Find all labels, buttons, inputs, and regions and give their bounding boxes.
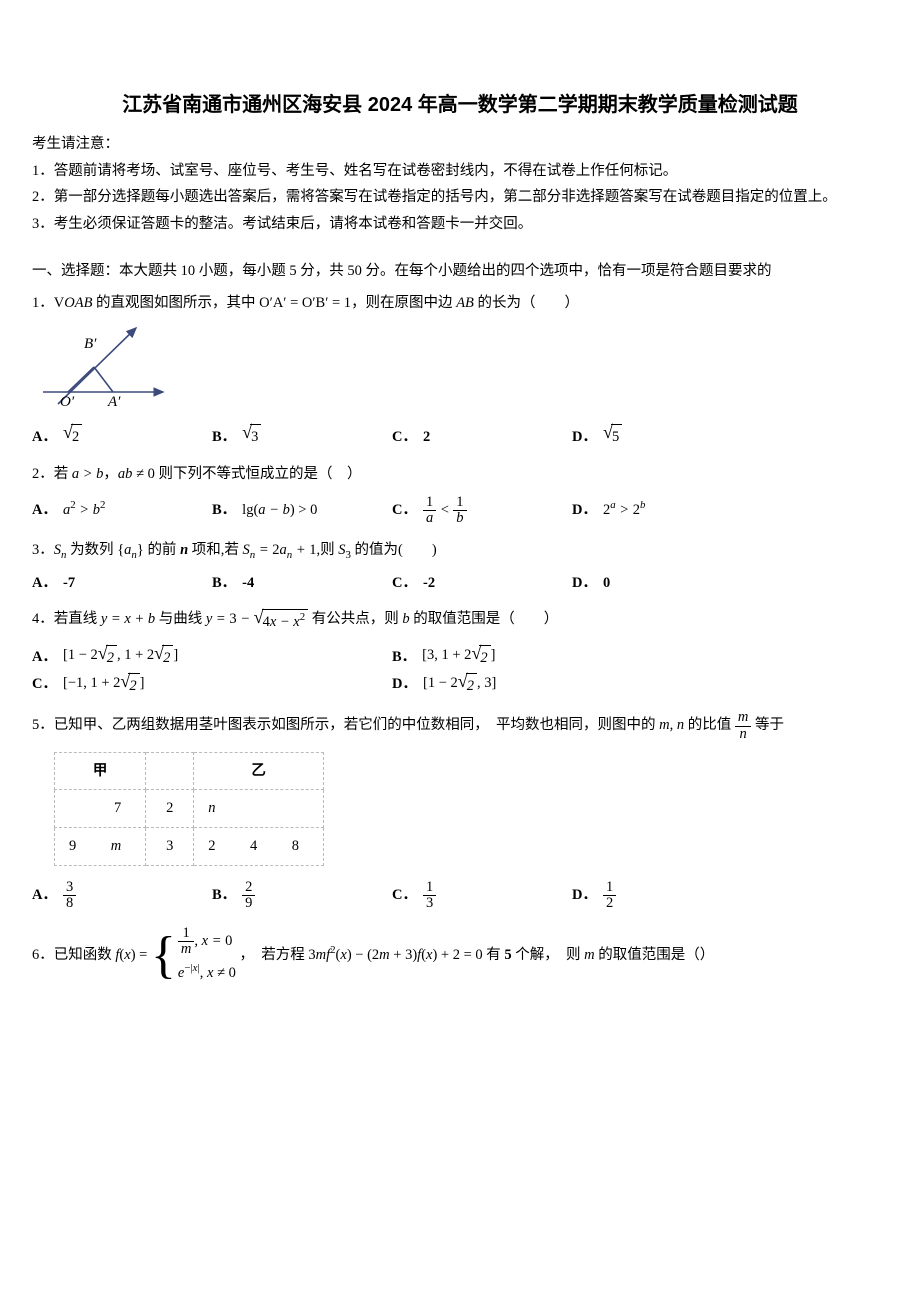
q2-opt-b: B．lg(a − b) > 0 [212,495,392,526]
q3-options: A．-7 B．-4 C．-2 D．0 [32,571,888,596]
svg-text:O′: O′ [60,394,75,408]
stemleaf-head-right: 乙 [194,752,324,790]
q5-ratio: mn [735,710,751,741]
q3-opt-b: B．-4 [212,571,392,596]
q1-mid1: 的直观图如图所示，其中 [92,295,259,311]
exam-title: 江苏省南通市通州区海安县 2024 年高一数学第二学期期末教学质量检测试题 [32,88,888,122]
q5-options: A．38 B．29 C．13 D．12 [32,880,888,911]
svg-text:A′: A′ [107,394,121,408]
q1-oab: OAB [64,295,92,311]
q3-sn: Sn [54,542,67,558]
q2-pre: 2．若 [32,466,72,482]
q6-t4: 的取值范围是（） [595,947,715,963]
q3-t3: 项和,若 [188,542,242,558]
q2-opt-a: A．a2 > b2 [32,495,212,526]
q6-fx: f(x) = [115,947,151,963]
q3-eq: Sn = 2an + 1 [243,542,317,558]
q3-t1: 为数列 [66,542,117,558]
section-1-header: 一、选择题：本大题共 10 小题，每小题 5 分，共 50 分。在每个小题给出的… [32,259,888,284]
q4-t2: 有公共点，则 [308,611,402,627]
q3-opt-c: C．-2 [392,571,572,596]
q2-sep: ， [103,466,118,482]
stem-leaf-table: 甲 乙 7 2 n 9 m 3 2 4 8 [54,752,324,866]
q2-opt-c: C． 1a < 1b [392,495,572,526]
q4-opt-a: A．[1 − 2√2, 1 + 2√2] [32,643,392,671]
question-4: 4．若直线 y = x + b 与曲线 y = 3 − √4x − x2 有公共… [32,607,888,635]
q1-eq: O′A′ = O′B′ = 1 [259,295,351,311]
q5-t2: 等于 [751,717,784,733]
question-5: 5．已知甲、乙两组数据用茎叶图表示如图所示，若它们的中位数相同， 平均数也相同，… [32,710,888,741]
notice-1: 1．答题前请将考场、试室号、座位号、考生号、姓名写在试卷密封线内，不得在试卷上作… [32,159,888,184]
q3-s3: S3 [338,542,351,558]
q1-figure: B′ O′ A′ [38,322,888,417]
q4-line: y = x + b [101,611,155,627]
q5-opt-a: A．38 [32,880,212,911]
stemleaf-head-stem [146,752,194,790]
q1-opt-c: C．2 [392,424,572,450]
q4-t3: 的取值范围是（ ） [410,611,559,627]
q5-t1: 的比值 [684,717,735,733]
q6-five: 5 [504,947,511,963]
q3-t4: ,则 [316,542,338,558]
question-1: 1．VOAB 的直观图如图所示，其中 O′A′ = O′B′ = 1，则在原图中… [32,291,888,316]
q4-curve: y = 3 − √4x − x2 [206,611,308,627]
q3-t2: 的前 [144,542,180,558]
q6-eq: 3mf2(x) − (2m + 3)f(x) + 2 = 0 [308,947,482,963]
q4-b: b [402,611,409,627]
q1-options: A．√2 B．√3 C．2 D．√5 [32,424,888,450]
q5-pre: 5．已知甲、乙两组数据用茎叶图表示如图所示，若它们的中位数相同， 平均数也相同，… [32,717,659,733]
notice-header: 考生请注意： [32,132,888,157]
q5-opt-d: D．12 [572,880,752,911]
question-6: 6．已知函数 f(x) = { 1m, x = 0 e−|x|, x ≠ 0 ，… [32,923,888,988]
question-2: 2．若 a > b，ab ≠ 0 则下列不等式恒成立的是（ ） [32,462,888,487]
q3-seq: {an} [117,542,144,558]
q3-n: n [180,542,188,558]
stemleaf-row-1: 7 2 n [55,790,324,828]
q3-pre: 3． [32,542,54,558]
stemleaf-row-2: 9 m 3 2 4 8 [55,828,324,866]
q5-mn: m, n [659,717,684,733]
q6-t1: ， 若方程 [239,947,308,963]
q1-opt-a: A．√2 [32,424,212,450]
notice-2: 2．第一部分选择题每小题选出答案后，需将答案写在试卷指定的括号内，第二部分非选择… [32,185,888,210]
q1-ab: AB [456,295,474,311]
svg-text:B′: B′ [84,336,97,352]
q6-t2: 有 [483,947,505,963]
stemleaf-head-left: 甲 [55,752,146,790]
q2-opt-d: D．2a > 2b [572,495,752,526]
notice-3: 3．考生必须保证答题卡的整洁。考试结束后，请将本试卷和答题卡一并交回。 [32,212,888,237]
q1-opt-d: D．√5 [572,424,752,450]
q1-pre: 1．V [32,295,64,311]
q2-options: A．a2 > b2 B．lg(a − b) > 0 C． 1a < 1b D．2… [32,495,888,526]
q6-m: m [584,947,594,963]
q3-t5: 的值为( ) [351,542,437,558]
q6-pre: 6．已知函数 [32,947,115,963]
q4-options: A．[1 − 2√2, 1 + 2√2] B．[3, 1 + 2√2] C．[−… [32,643,888,698]
q1-post: 的长为（ ） [474,295,579,311]
q5-opt-c: C．13 [392,880,572,911]
q3-opt-d: D．0 [572,571,752,596]
q4-pre: 4．若直线 [32,611,101,627]
brace-icon: { [151,935,176,977]
q6-t3: 个解， 则 [512,947,585,963]
q4-opt-c: C．[−1, 1 + 2√2] [32,671,392,699]
q2-post: 则下列不等式恒成立的是（ ） [155,466,362,482]
q1-mid2: ，则在原图中边 [351,295,456,311]
q2-cond1: a > b [72,466,104,482]
q4-t1: 与曲线 [155,611,206,627]
q5-opt-b: B．29 [212,880,392,911]
q1-opt-b: B．√3 [212,424,392,450]
q6-piecewise: { 1m, x = 0 e−|x|, x ≠ 0 [151,923,236,988]
q3-opt-a: A．-7 [32,571,212,596]
triangle-diagram-icon: B′ O′ A′ [38,322,168,408]
q4-opt-b: B．[3, 1 + 2√2] [392,643,752,671]
q2-cond2: ab ≠ 0 [118,466,155,482]
question-3: 3．Sn 为数列 {an} 的前 n 项和,若 Sn = 2an + 1,则 S… [32,538,888,563]
q4-opt-d: D．[1 − 2√2, 3] [392,671,752,699]
